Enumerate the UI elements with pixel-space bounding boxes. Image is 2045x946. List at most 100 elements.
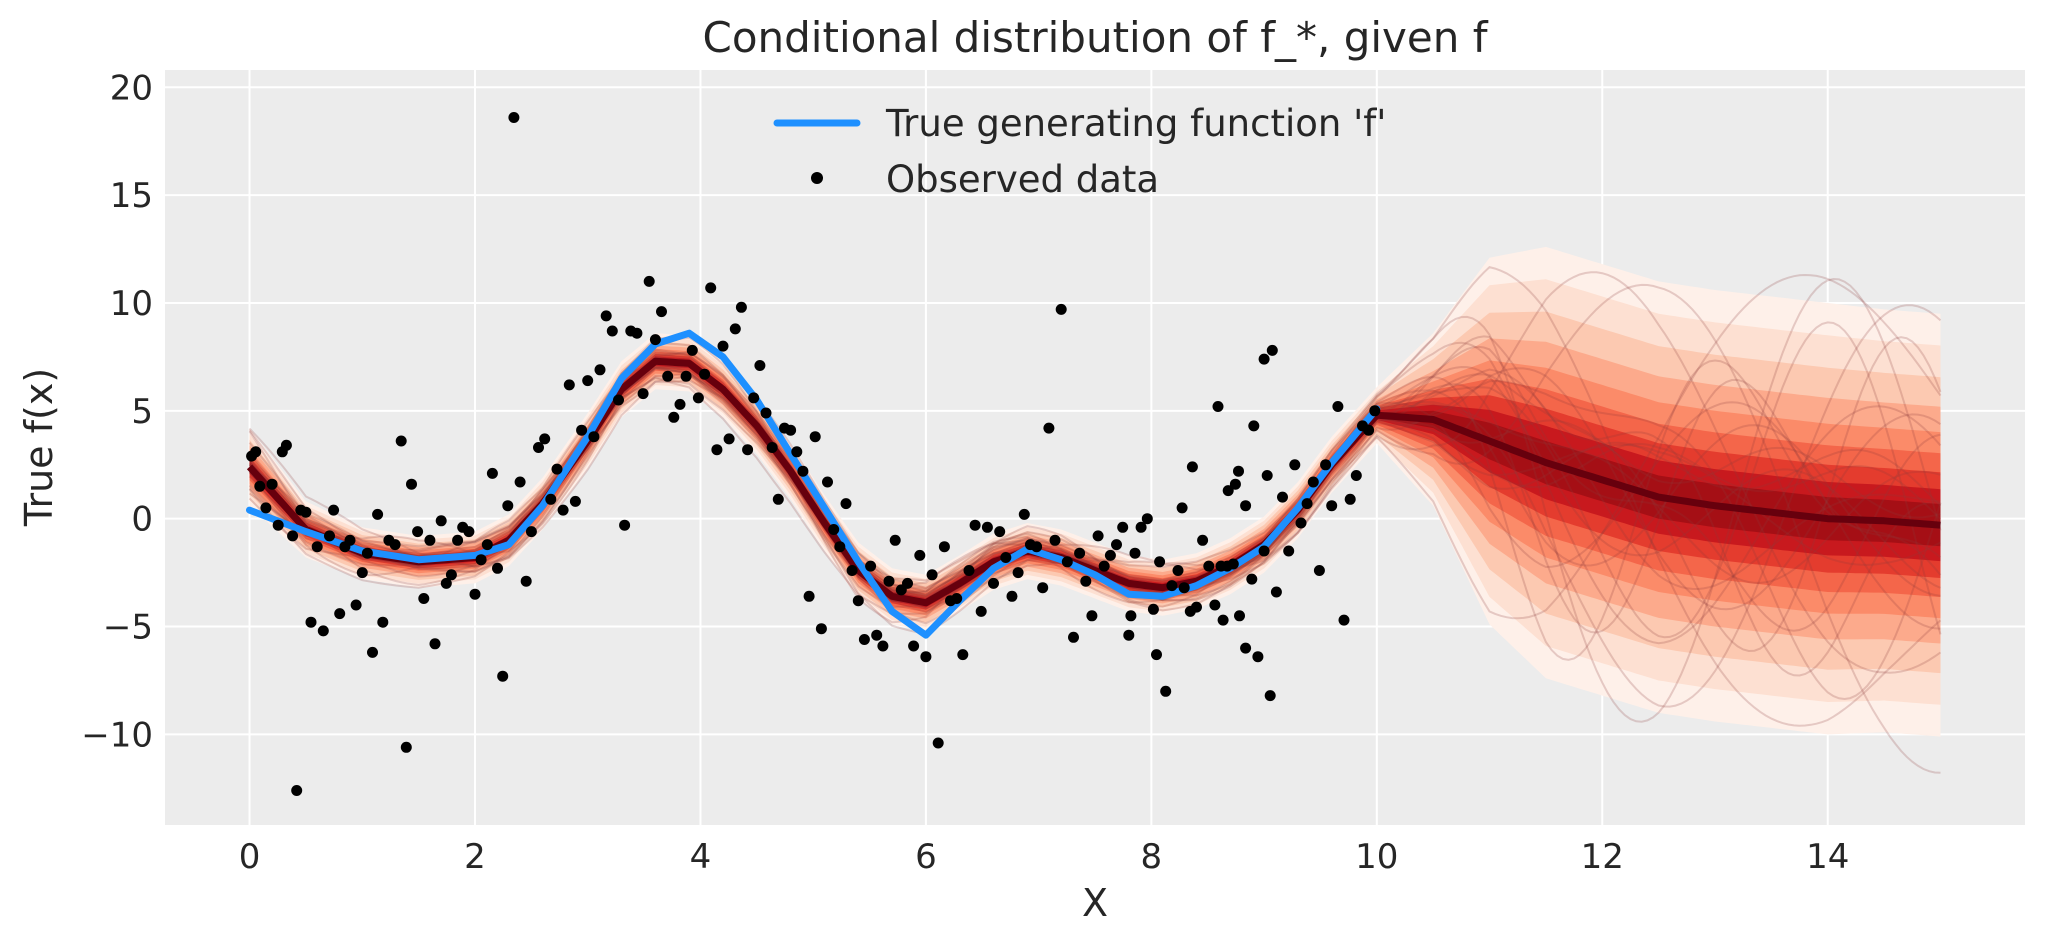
- observed-point: [613, 394, 624, 406]
- observed-point: [1000, 552, 1012, 563]
- observed-point: [662, 370, 674, 382]
- observed-point: [452, 534, 464, 546]
- observed-point: [772, 493, 784, 505]
- true-function-series: [246, 329, 1381, 639]
- observed-point: [1098, 560, 1110, 572]
- observed-point: [1197, 534, 1209, 546]
- observed-point: [1344, 493, 1356, 505]
- observed-point: [957, 649, 969, 661]
- observed-point: [754, 360, 766, 371]
- observed-point: [1240, 500, 1252, 512]
- observed-point: [1289, 459, 1301, 471]
- posterior-sample-line: [248, 359, 1942, 661]
- observed-point: [668, 411, 680, 423]
- observed-point: [1248, 420, 1260, 432]
- observed-point: [1212, 401, 1224, 412]
- observed-point: [435, 515, 447, 527]
- observed-point: [926, 569, 938, 581]
- observed-point: [1326, 500, 1338, 512]
- observed-point: [280, 439, 292, 451]
- observed-point: [1176, 502, 1188, 514]
- chart-title: Conditional distribution of f_*, given f: [703, 13, 1489, 62]
- observed-point: [883, 575, 895, 587]
- observed-point: [760, 407, 772, 419]
- observed-point: [902, 577, 913, 589]
- observed-point: [389, 539, 401, 551]
- observed-point: [686, 344, 698, 356]
- observed-point: [600, 310, 612, 322]
- observed-point: [569, 495, 581, 507]
- observed-point: [440, 577, 452, 589]
- observed-point: [908, 640, 920, 652]
- observed-point: [418, 593, 430, 604]
- observed-point: [300, 506, 312, 518]
- observed-point: [1338, 614, 1350, 626]
- observed-point: [1049, 534, 1061, 546]
- observed-point: [1151, 649, 1162, 661]
- observed-point: [1160, 685, 1172, 697]
- observed-point: [785, 424, 797, 436]
- observed-point: [822, 476, 833, 488]
- observed-point: [1234, 610, 1245, 622]
- observed-point: [317, 625, 329, 637]
- observed-point: [305, 616, 317, 628]
- observed-point: [1313, 565, 1325, 576]
- observed-point: [486, 467, 498, 479]
- observed-point: [1092, 530, 1104, 542]
- observed-point: [815, 623, 827, 635]
- observed-point: [377, 616, 389, 628]
- observed-point: [1125, 610, 1137, 622]
- observed-point: [481, 539, 493, 551]
- legend: True generating function 'f' Observed da…: [773, 102, 1386, 201]
- observed-point: [594, 364, 606, 376]
- observed-point: [334, 608, 346, 620]
- y-tick-label: 15: [110, 176, 153, 216]
- observed-point: [520, 575, 532, 587]
- observed-point: [445, 569, 457, 581]
- observed-point: [1258, 353, 1270, 365]
- observed-point: [356, 567, 368, 579]
- observed-point: [1191, 601, 1202, 613]
- observed-point: [1266, 344, 1278, 356]
- x-tick-label: 4: [690, 837, 712, 877]
- x-tick-label: 12: [1581, 837, 1624, 877]
- observed-point: [994, 526, 1006, 538]
- observed-point: [492, 562, 503, 574]
- observed-point: [1350, 470, 1362, 481]
- y-axis-ticks: −10 −5 0 5 10 15 20: [81, 68, 153, 755]
- observed-point: [865, 560, 877, 572]
- observed-point: [1111, 539, 1122, 551]
- observed-point: [723, 433, 735, 445]
- observed-point: [1240, 642, 1252, 654]
- observed-point: [717, 340, 729, 352]
- observed-point: [1301, 498, 1313, 510]
- observed-point: [475, 554, 487, 566]
- observed-point: [828, 524, 840, 535]
- observed-point: [463, 526, 475, 538]
- posterior-sample-line: [248, 265, 1942, 727]
- legend-dot-marker: [811, 172, 823, 184]
- observed-point: [1222, 485, 1234, 497]
- observed-point: [1295, 517, 1307, 529]
- posterior-band: [249, 356, 1941, 608]
- y-tick-label: 0: [131, 500, 153, 540]
- observed-point: [809, 431, 821, 443]
- observed-point: [1154, 556, 1166, 568]
- observed-point: [1018, 508, 1030, 520]
- observed-point: [1283, 545, 1295, 557]
- observed-point: [1012, 567, 1024, 579]
- observed-point: [797, 465, 809, 477]
- observed-point: [1369, 405, 1381, 417]
- observed-point: [469, 588, 481, 600]
- posterior-sample-line: [248, 364, 1941, 630]
- observed-point: [588, 431, 600, 443]
- observed-point: [981, 521, 993, 533]
- observed-point: [1246, 573, 1258, 585]
- observed-point: [400, 741, 412, 753]
- observed-point: [328, 504, 340, 516]
- observed-point: [266, 478, 278, 490]
- observed-point: [1258, 545, 1270, 557]
- y-tick-label: −10: [81, 715, 153, 755]
- observed-point: [350, 599, 362, 611]
